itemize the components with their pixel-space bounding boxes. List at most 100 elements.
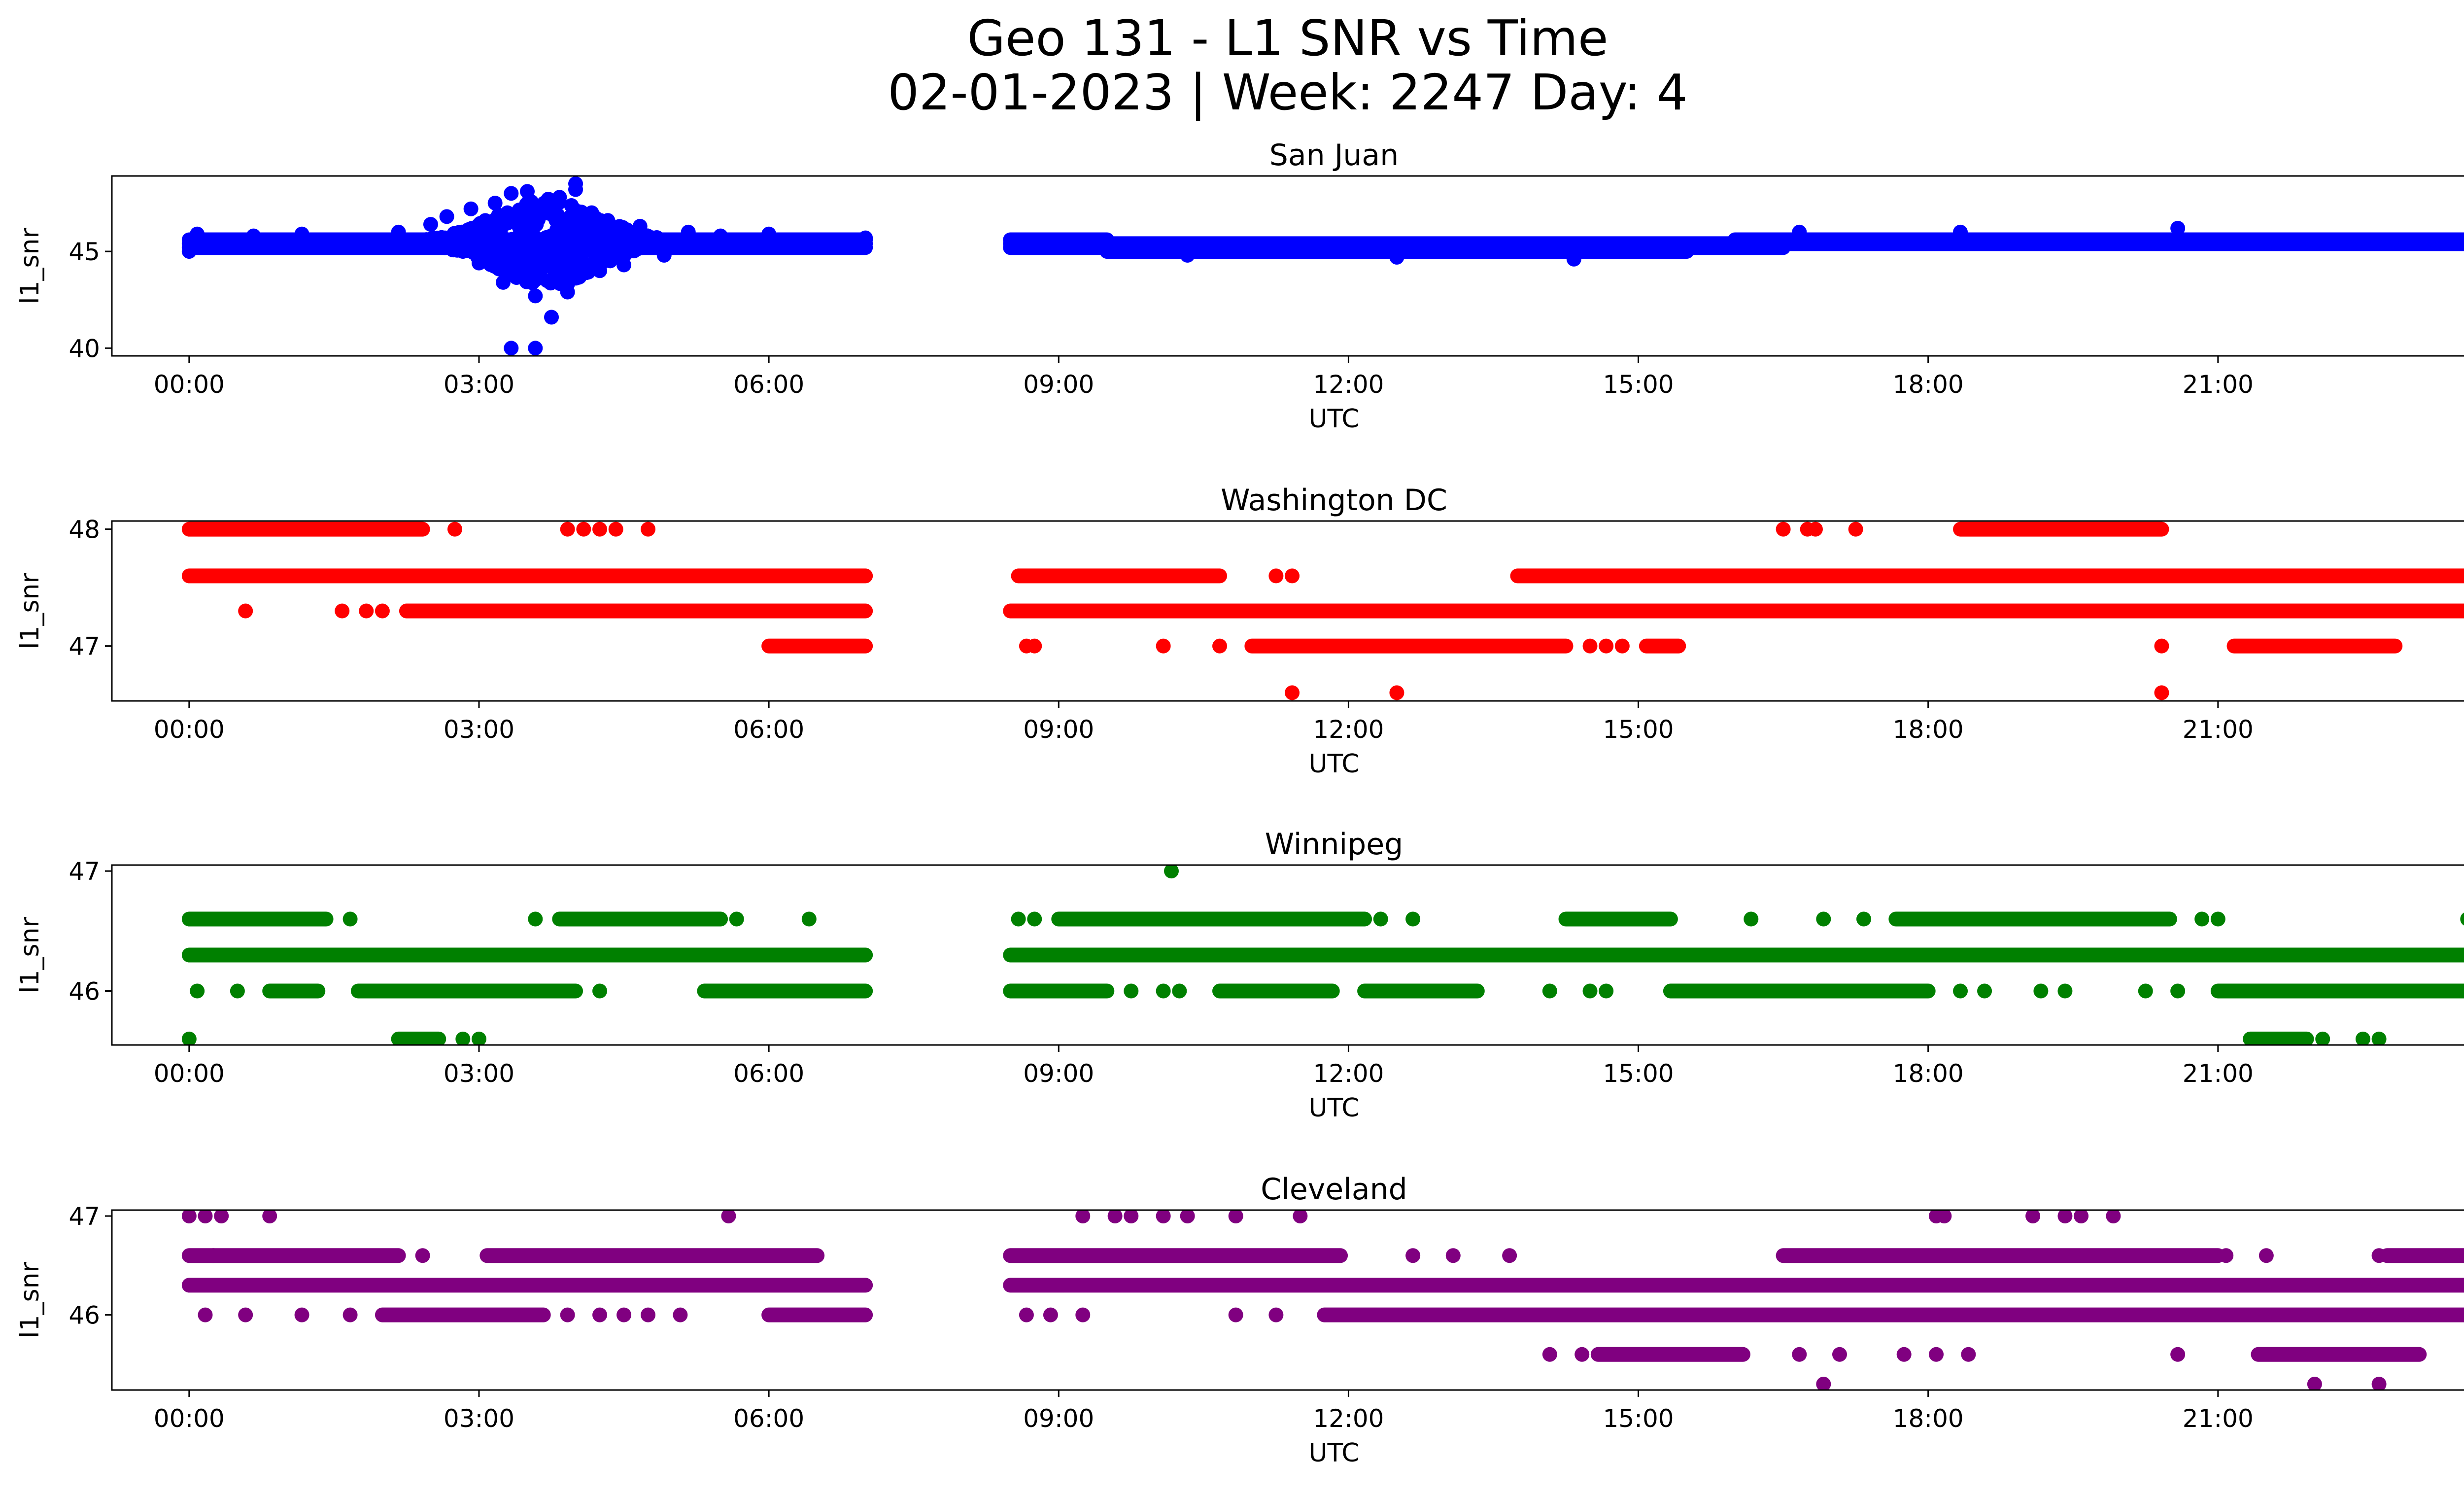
data-point <box>1212 638 1228 654</box>
data-point <box>246 228 261 243</box>
data-point <box>1268 568 1284 584</box>
data-point <box>1542 983 1557 999</box>
data-point <box>801 911 817 927</box>
data-point <box>647 233 662 248</box>
data-point <box>1542 1347 1557 1362</box>
data-point <box>576 522 591 537</box>
data-point <box>528 911 543 927</box>
data-point <box>294 226 309 242</box>
data-point <box>1937 1210 1952 1224</box>
data-point <box>455 1031 471 1045</box>
data-point <box>529 233 545 248</box>
data-point <box>447 522 462 537</box>
data-point <box>552 211 567 227</box>
data-point <box>463 201 479 216</box>
x-tick-label: 03:00 <box>444 370 514 399</box>
data-point <box>1574 1347 1590 1362</box>
data-point <box>565 201 581 216</box>
x-tick-label: 21:00 <box>2183 1059 2254 1088</box>
data-point <box>1792 1347 1807 1362</box>
data-point <box>1011 911 1026 927</box>
data-point <box>2315 1031 2330 1045</box>
data-point <box>602 216 617 232</box>
data-point <box>181 1031 197 1045</box>
data-point <box>525 267 541 282</box>
data-point <box>1180 247 1195 263</box>
x-tick-label: 03:00 <box>444 1059 514 1088</box>
data-point <box>1156 638 1171 654</box>
data-layer <box>181 522 2464 700</box>
data-point <box>681 224 696 240</box>
x-axis-label: UTC <box>1308 1438 1359 1468</box>
data-point <box>729 911 744 927</box>
data-point <box>580 230 595 245</box>
data-point <box>2371 1376 2387 1390</box>
data-point <box>528 341 543 356</box>
data-point <box>858 230 873 245</box>
subplot-washington-dc: 00:00 03:00 06:00 09:00 12:00 15:00 18:00 21:00… <box>15 483 2464 779</box>
data-point <box>539 204 554 219</box>
x-tick-label: 09:00 <box>1023 1059 1094 1088</box>
data-point <box>230 983 245 999</box>
data-point <box>294 1307 309 1322</box>
data-point <box>1156 1210 1171 1224</box>
y-tick-label: 47 <box>68 632 100 661</box>
y-tick-label: 47 <box>68 857 100 886</box>
data-point <box>2154 638 2169 654</box>
data-point <box>571 270 586 285</box>
x-tick-label: 03:00 <box>444 1404 514 1433</box>
data-point <box>1816 1376 1831 1390</box>
data-point <box>471 1031 486 1045</box>
data-point <box>1953 983 1968 999</box>
data-point <box>1856 911 1871 927</box>
data-point <box>1961 1347 1976 1362</box>
data-point <box>495 259 511 275</box>
y-axis-label: l1_snr <box>15 227 45 304</box>
figure-subtitle: 02-01-2023 | Week: 2247 Day: 4 <box>888 64 1688 121</box>
data-point <box>2138 983 2153 999</box>
data-point <box>544 310 559 325</box>
data-point <box>198 1210 213 1224</box>
x-tick-label: 15:00 <box>1603 370 1674 399</box>
data-point <box>198 1307 213 1322</box>
data-point <box>2355 1031 2370 1045</box>
data-point <box>496 214 511 229</box>
x-tick-label: 06:00 <box>733 715 804 744</box>
data-point <box>2074 1210 2089 1224</box>
data-point <box>1405 911 1421 927</box>
y-tick-label: 45 <box>68 238 100 266</box>
x-tick-label: 15:00 <box>1603 1404 1674 1433</box>
data-point <box>1228 1210 1243 1224</box>
data-point <box>454 224 470 240</box>
data-point <box>1599 983 1614 999</box>
x-tick-label: 18:00 <box>1893 715 1964 744</box>
data-point <box>1043 1307 1058 1322</box>
data-point <box>2259 1248 2274 1263</box>
axes-frame <box>111 520 2464 702</box>
data-point <box>1156 983 1171 999</box>
data-point <box>1614 638 1630 654</box>
y-tick-label: 47 <box>68 1202 100 1231</box>
data-point <box>1977 983 1992 999</box>
x-tick-label: 18:00 <box>1893 370 1964 399</box>
data-point <box>1929 1347 1944 1362</box>
data-point <box>1808 522 1823 537</box>
data-point <box>190 983 205 999</box>
x-tick-label: 18:00 <box>1893 1059 1964 1088</box>
data-point <box>567 255 582 270</box>
data-point <box>587 256 603 271</box>
data-point <box>1172 983 1187 999</box>
data-point <box>2025 1210 2041 1224</box>
data-point <box>761 226 777 242</box>
data-point <box>2210 911 2225 927</box>
y-tick-label: 40 <box>68 334 100 363</box>
data-point <box>439 209 454 224</box>
data-point <box>592 1307 608 1322</box>
data-point <box>641 1307 656 1322</box>
data-point <box>1124 1210 1139 1224</box>
data-point <box>359 603 374 619</box>
x-tick-label: 15:00 <box>1603 715 1674 744</box>
x-tick-label: 06:00 <box>733 370 804 399</box>
data-point <box>560 522 575 537</box>
subplot-title: Washington DC <box>1221 483 1447 518</box>
